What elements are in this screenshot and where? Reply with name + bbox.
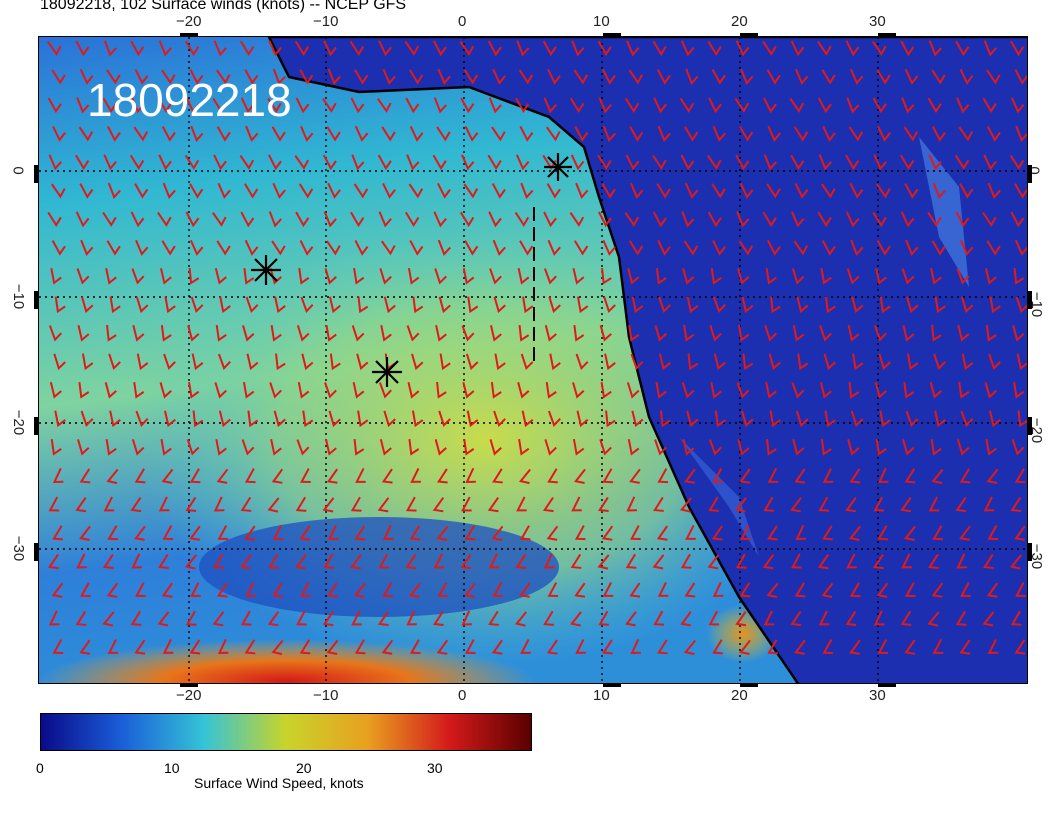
- map-title: 18092218, 102 Surface winds (knots) -- N…: [40, 0, 407, 13]
- lon-tick: [180, 683, 198, 687]
- star-marker-1: [544, 153, 572, 181]
- lon-tick: [740, 683, 758, 687]
- lon-label-bottom: 30: [869, 687, 886, 704]
- lon-label-top: 30: [869, 13, 886, 30]
- lon-label-top: −20: [176, 13, 202, 30]
- star-marker-2: [251, 255, 281, 285]
- wind-speed-field: [39, 37, 1027, 683]
- lat-tick: [34, 417, 39, 435]
- star-marker-3: [372, 357, 402, 387]
- lon-tick: [180, 33, 198, 37]
- lon-label-top: 10: [593, 13, 610, 30]
- lon-tick: [603, 33, 621, 37]
- lon-label-top: 20: [731, 13, 748, 30]
- lat-tick: [1027, 543, 1032, 561]
- colorbar-label: 10: [164, 760, 180, 776]
- lat-tick: [1027, 165, 1032, 183]
- lat-tick: [34, 291, 39, 309]
- lat-label-left: 0: [9, 166, 27, 175]
- wind-map: 18092218: [38, 36, 1028, 684]
- lat-tick: [34, 165, 39, 183]
- colorbar-label: 20: [296, 760, 312, 776]
- wind-speed-colorbar: [40, 713, 532, 751]
- colorbar-label: 30: [427, 760, 443, 776]
- lon-label-bottom: 10: [593, 687, 610, 704]
- lat-tick: [34, 543, 39, 561]
- lat-label-left: −10: [10, 283, 28, 310]
- date-stamp: 18092218: [87, 74, 292, 126]
- lon-label-bottom: −20: [176, 687, 202, 704]
- colorbar-title: Surface Wind Speed, knots: [194, 775, 364, 791]
- lon-label-top: 0: [458, 13, 467, 30]
- lon-label-top: −10: [313, 13, 339, 30]
- colorbar-label: 0: [36, 760, 44, 776]
- lon-tick: [878, 33, 896, 37]
- lon-tick: [603, 683, 621, 687]
- lon-tick: [740, 33, 758, 37]
- lat-tick: [1027, 291, 1032, 309]
- lat-label-left: −20: [10, 409, 28, 436]
- lon-label-bottom: 20: [731, 687, 748, 704]
- lat-label-left: −30: [10, 535, 28, 562]
- lon-tick: [878, 683, 896, 687]
- lat-tick: [1027, 417, 1032, 435]
- lon-label-bottom: −10: [313, 687, 339, 704]
- lon-label-bottom: 0: [458, 687, 467, 704]
